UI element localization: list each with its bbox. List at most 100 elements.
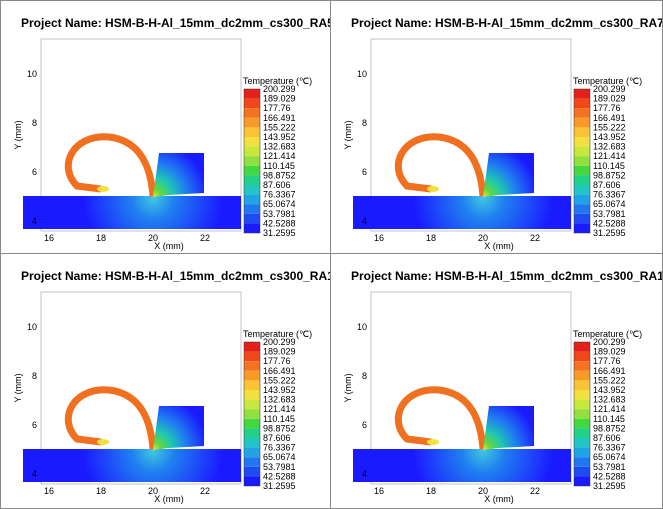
legend-swatch [574,457,590,467]
legend-label: 65.0674 [263,452,296,462]
y-tick-label: 10 [27,322,37,332]
legend-label: 42.5288 [263,471,296,481]
legend-label: 177.76 [593,103,621,113]
legend-swatch [244,185,260,195]
legend-label: 200.299 [263,337,296,347]
legend-swatch [574,409,590,419]
plot-frame [40,38,242,232]
legend-label: 155.222 [593,122,626,132]
legend-label: 87.606 [263,433,291,443]
tool [153,406,204,450]
legend-label: 143.952 [593,132,626,142]
legend-frame [243,341,261,487]
simulation-plot: Project Name: HSM-B-H-Al_15mm_dc2mm_cs30… [13,16,330,251]
plot-frame [370,38,572,232]
legend-swatch [244,127,260,137]
legend-label: 42.5288 [593,471,626,481]
legend-swatch [244,213,260,224]
y-axis-label: Y (mm) [343,373,353,402]
legend-label: 31.2595 [593,228,626,238]
legend-swatch [244,98,260,109]
y-axis-label: Y (mm) [13,373,23,402]
legend-frame [243,88,261,234]
y-tick-label: 8 [362,118,367,128]
legend-label: 132.683 [593,142,626,152]
legend-swatch [244,165,260,176]
legend-label: 143.952 [593,385,626,395]
y-tick-label: 4 [32,216,37,226]
legend-swatch [244,342,260,352]
x-axis-label: X (mm) [154,494,184,504]
legend-label: 200.299 [593,337,626,347]
x-tick-label: 20 [478,233,488,243]
y-tick-label: 4 [362,216,367,226]
legend-label: 132.683 [593,395,626,405]
x-axis-label: X (mm) [484,494,514,504]
legend-swatch [574,438,590,448]
legend-swatch [574,175,590,185]
legend-swatch [574,447,590,458]
legend-label: 76.3367 [263,190,296,200]
legend-swatch [574,98,590,109]
legend-swatch [574,223,590,233]
x-tick-label: 22 [200,233,210,243]
legend-label: 98.8752 [593,170,626,180]
legend-swatch [244,117,260,128]
legend-label: 42.5288 [593,218,626,228]
legend-swatch [574,185,590,195]
workpiece [353,196,571,229]
x-tick-label: 22 [530,233,540,243]
legend-label: 143.952 [263,132,296,142]
legend-label: 166.491 [263,113,296,123]
x-tick-label: 16 [374,486,384,496]
legend-label: 189.029 [263,94,296,104]
legend-swatch [244,137,260,147]
chip [394,386,487,450]
y-tick-label: 6 [362,420,367,430]
y-tick-label: 10 [357,322,367,332]
legend-frame [573,88,591,234]
legend-swatch [244,194,260,205]
legend-title: Temperature (℃) [243,76,312,86]
legend-swatch [244,409,260,419]
tool [153,153,204,197]
x-tick-label: 18 [426,486,436,496]
legend-swatch [244,428,260,438]
legend-swatch [244,108,260,118]
x-tick-label: 16 [44,486,54,496]
legend-label: 98.8752 [263,423,296,433]
legend-title: Temperature (℃) [573,76,642,86]
legend-label: 42.5288 [263,218,296,228]
legend-label: 166.491 [593,366,626,376]
legend-label: 132.683 [263,142,296,152]
legend-label: 177.76 [263,356,291,366]
legend-label: 200.299 [263,84,296,94]
legend-label: 76.3367 [263,443,296,453]
legend-label: 121.414 [593,151,626,161]
legend-label: 53.7981 [263,209,296,219]
legend-swatch [244,476,260,486]
x-tick-label: 20 [148,233,158,243]
legend-title: Temperature (℃) [243,329,312,339]
x-tick-label: 20 [478,486,488,496]
legend-swatch [574,361,590,371]
legend-label: 76.3367 [593,190,626,200]
legend-label: 166.491 [263,366,296,376]
simulation-plot: Project Name: HSM-B-H-Al_15mm_dc2mm_cs30… [343,16,662,251]
y-tick-label: 6 [32,167,37,177]
legend-swatch [244,399,260,410]
legend-swatch [244,223,260,233]
workpiece [23,449,241,482]
legend-swatch [244,175,260,185]
legend-swatch [244,204,260,214]
legend-swatch [244,146,260,157]
legend-label: 155.222 [593,375,626,385]
legend-swatch [244,466,260,477]
y-tick-label: 10 [357,69,367,79]
legend-swatch [574,194,590,205]
x-tick-label: 18 [426,233,436,243]
legend-swatch [244,438,260,448]
legend-swatch [574,117,590,128]
legend-label: 31.2595 [593,481,626,491]
